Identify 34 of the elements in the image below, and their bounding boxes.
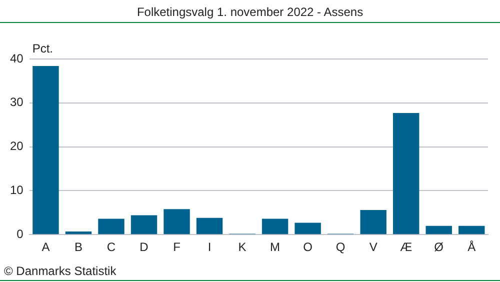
bar (262, 218, 288, 234)
bar (164, 209, 190, 234)
x-tick-label: Æ (400, 240, 412, 254)
x-tick-label: K (238, 240, 246, 254)
x-tick-label: Ø (434, 240, 444, 254)
y-tick-label: 40 (10, 51, 24, 66)
bar (360, 210, 386, 234)
bar (98, 218, 124, 234)
bar (294, 222, 321, 234)
bar (65, 232, 92, 234)
bar (130, 215, 158, 234)
bar (458, 226, 485, 234)
x-tick-label: O (303, 240, 312, 254)
x-tick-label: V (369, 240, 378, 254)
bar (426, 226, 452, 234)
x-tick-label: D (140, 240, 149, 254)
y-tick-label: 0 (16, 226, 24, 241)
y-tick-label: 30 (10, 95, 24, 110)
x-tick-label: Å (468, 240, 476, 254)
x-tick-label: C (106, 240, 116, 254)
chart-title: Folketingsvalg 1. november 2022 - Assens (136, 5, 364, 19)
bar (196, 218, 223, 234)
x-tick-label: A (42, 240, 50, 254)
y-tick-label: 20 (10, 139, 24, 154)
x-tick-label: I (208, 240, 212, 254)
bar (392, 112, 420, 234)
x-tick-label: Q (336, 240, 346, 254)
x-tick-label: M (270, 240, 280, 254)
x-tick-label: F (173, 240, 180, 254)
x-tick-label: B (74, 240, 82, 254)
bar (32, 66, 59, 234)
text: © Danmarks Statistik (4, 264, 116, 278)
y-tick-label: 10 (10, 183, 24, 198)
y-axis-title: Pct. (32, 41, 54, 56)
